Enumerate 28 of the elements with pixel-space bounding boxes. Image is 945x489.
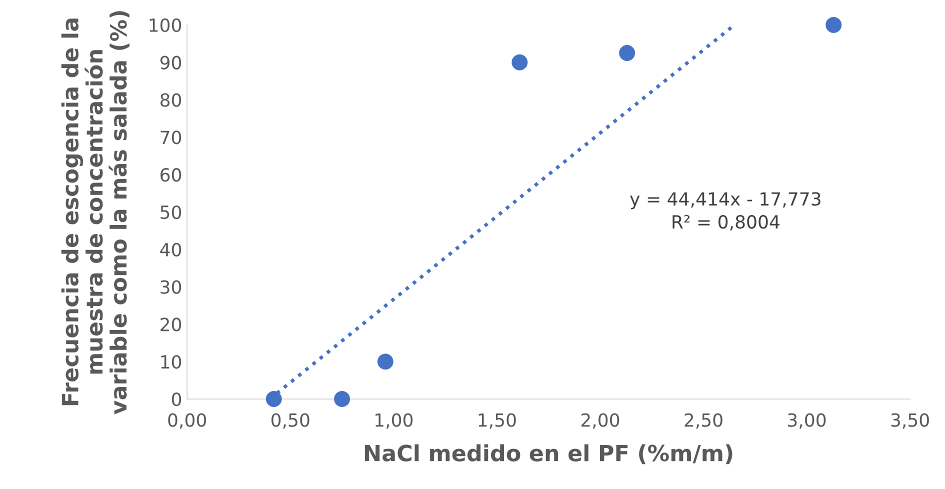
y-tick-label: 60 [160, 168, 182, 182]
y-tick-label: 0 [172, 392, 182, 406]
x-tick-label: 1,50 [478, 413, 516, 429]
point [619, 45, 636, 61]
point [377, 354, 394, 370]
y-tick-label: 70 [160, 130, 182, 144]
y-tick-label: 30 [160, 280, 182, 294]
y-tick-label: 80 [160, 93, 182, 107]
x-tick-label: 2,00 [581, 413, 620, 429]
point [334, 391, 350, 407]
y-tick-label: 40 [160, 242, 182, 257]
x-tick-label: 1,00 [376, 413, 413, 429]
x-axis-title: NaCl medido en el PF (%m/m) [365, 444, 732, 464]
x-tick-label: 2,50 [684, 413, 722, 429]
y-tick-label: 50 [160, 205, 182, 220]
y-tick-label: 90 [160, 56, 182, 70]
y-tick-label: 10 [161, 355, 182, 369]
x-tick-label: 3,50 [891, 413, 929, 429]
x-tick-label: 0,00 [168, 413, 206, 429]
y-tick-label: 100 [150, 18, 182, 32]
y-tick-label: 20 [160, 318, 182, 332]
x-tick-label: 0,50 [271, 413, 310, 429]
x-tick-label: 3,00 [788, 413, 826, 429]
point [826, 16, 842, 33]
y-axis-title: Frecuencia de escogencia de la muestra de concentración variable como la más salada (%) [61, 11, 130, 414]
point [512, 54, 528, 70]
point [266, 391, 282, 407]
annotation: y = 44,414x - 17,773 R² = 0,8004 [630, 192, 820, 231]
